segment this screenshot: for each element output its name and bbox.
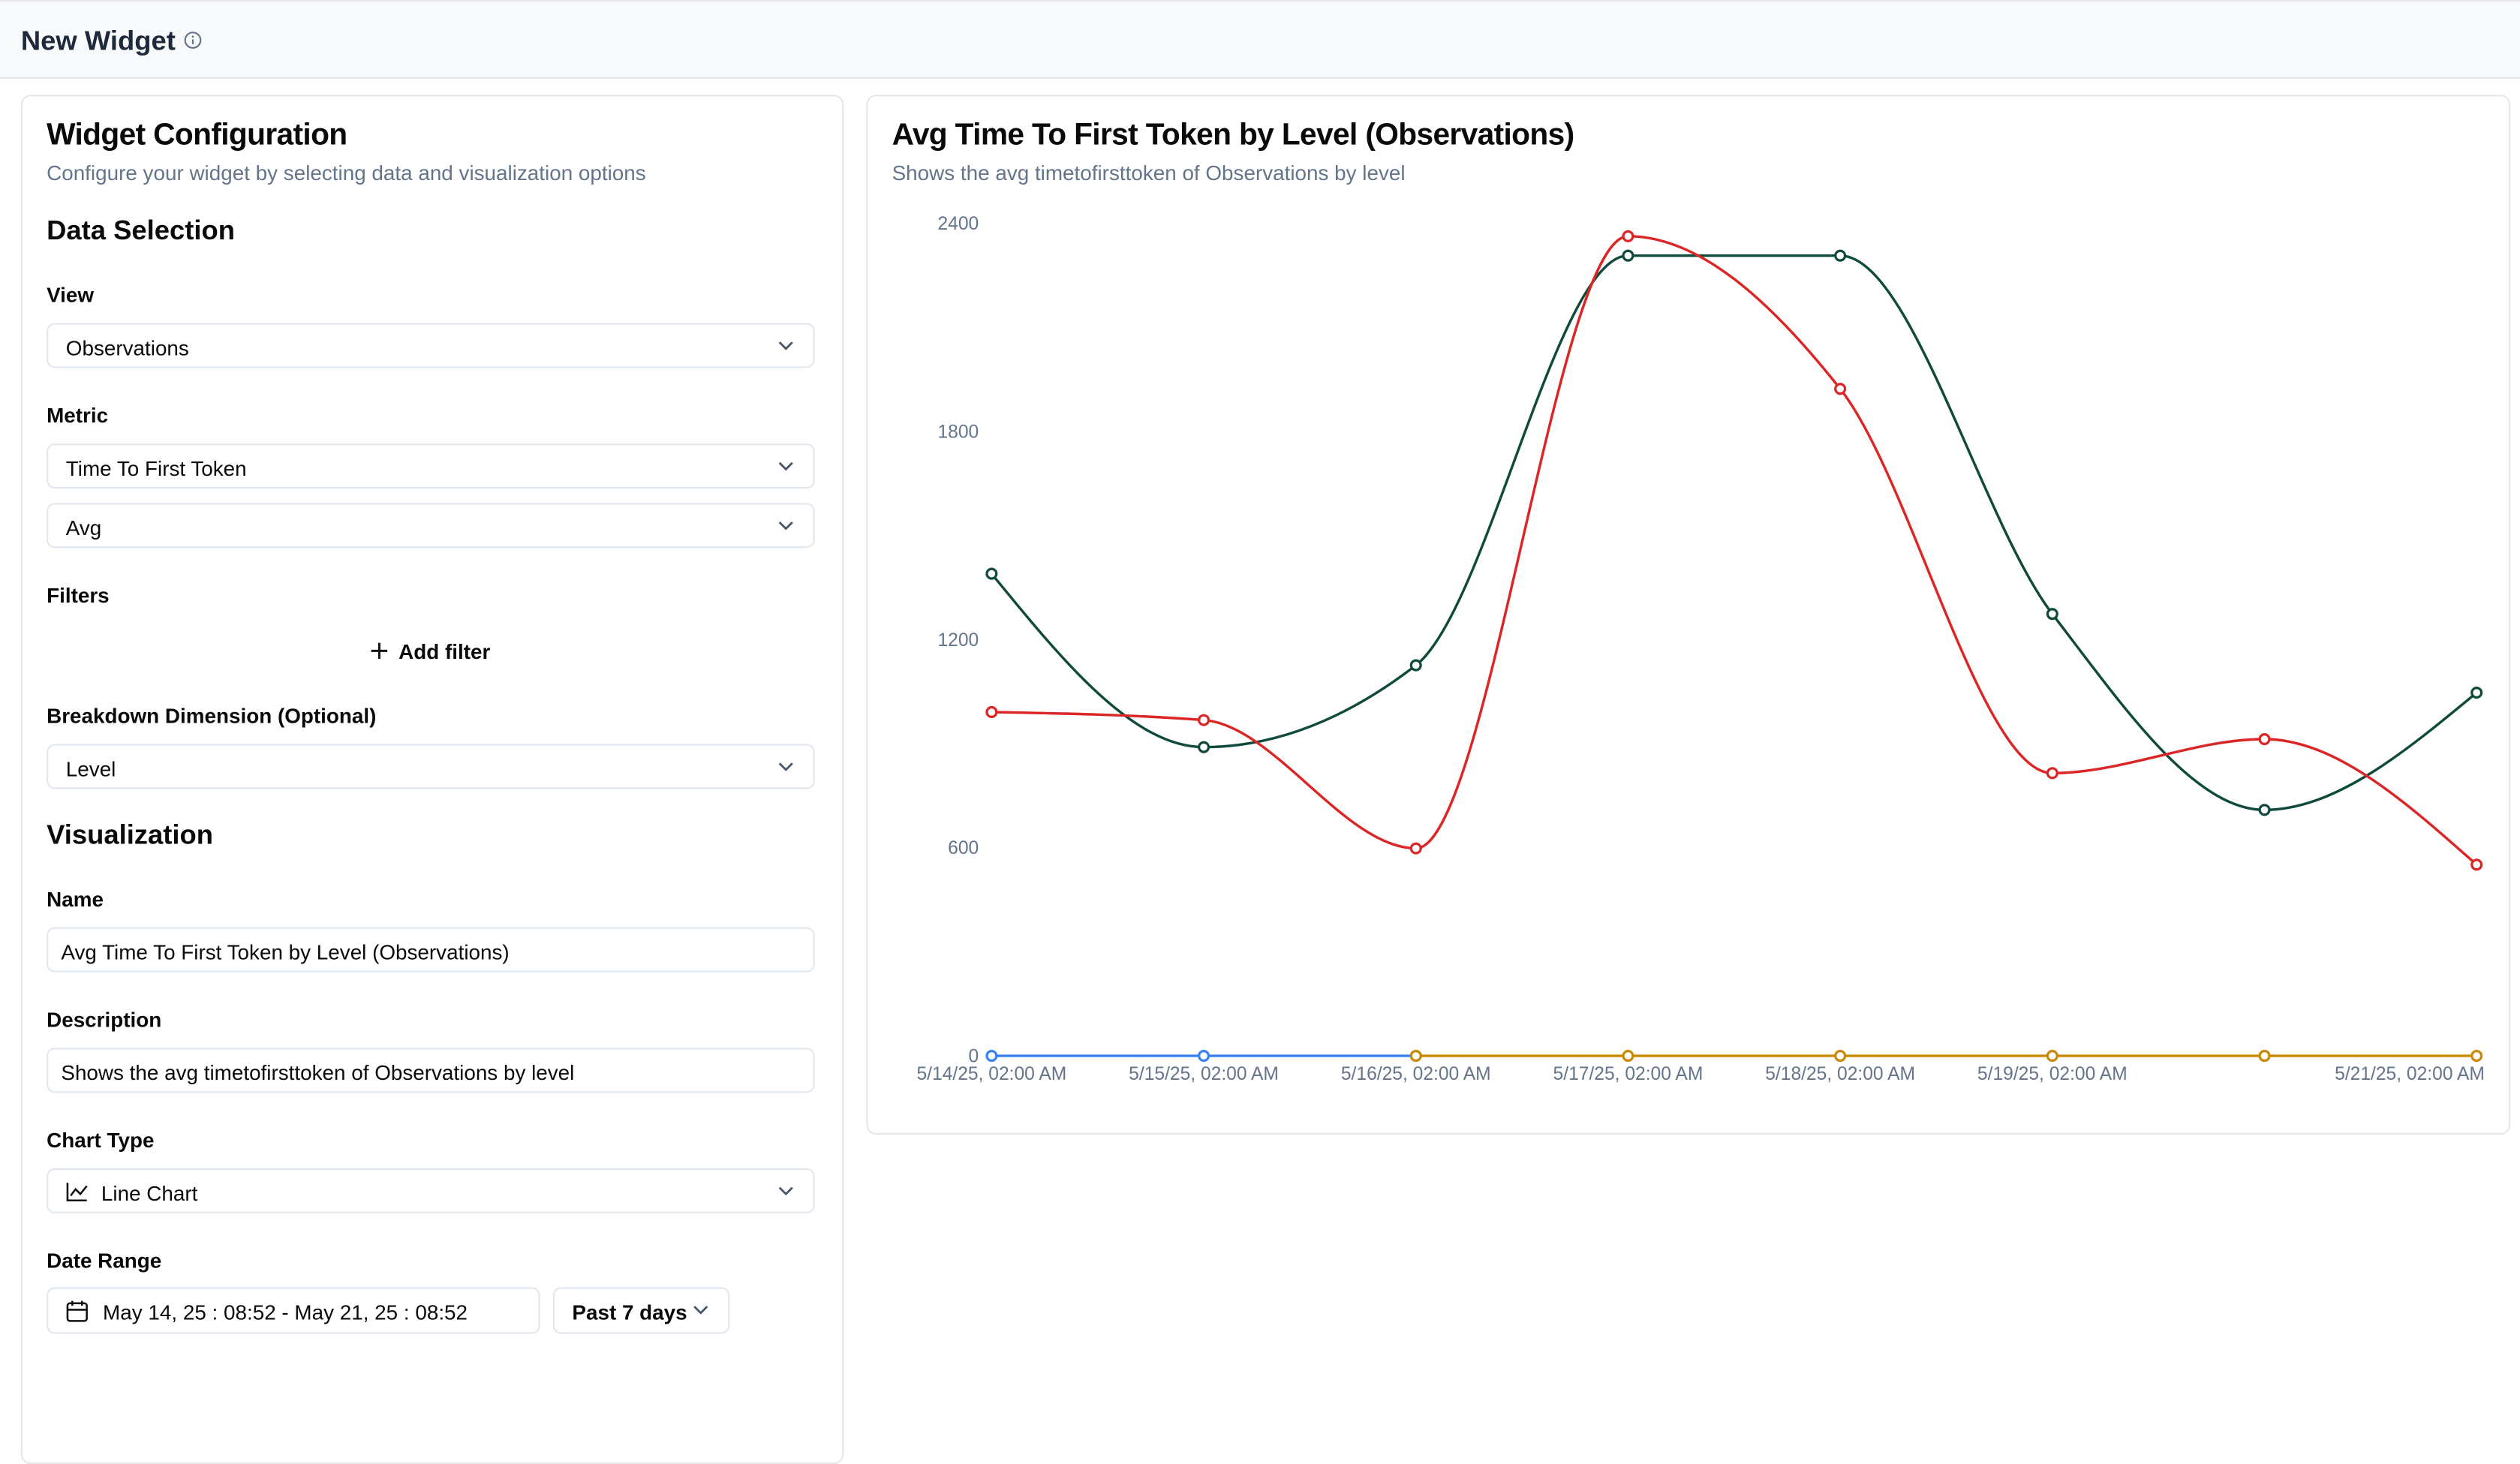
x-tick-label: 5/18/25, 02:00 AM xyxy=(1765,1064,1915,1084)
field-label: Name xyxy=(47,887,104,912)
chart-card: Avg Time To First Token by Level (Observ… xyxy=(866,95,2511,1135)
select[interactable]: Time To First Token xyxy=(47,443,815,489)
select-value: Observations xyxy=(65,335,189,360)
field-label: Metric xyxy=(47,403,109,428)
x-tick-label: 5/17/25, 02:00 AM xyxy=(1553,1064,1704,1084)
point xyxy=(1409,659,1422,672)
point xyxy=(1834,249,1847,262)
y-tick-label: 600 xyxy=(948,838,979,858)
panel-subtitle: Configure your widget by selecting data … xyxy=(47,161,646,185)
chart-subtitle: Shows the avg timetofirsttoken of Observ… xyxy=(892,161,1406,185)
header-bar: New Widget xyxy=(0,0,2520,79)
select[interactable]: Level xyxy=(47,744,815,789)
field-label: View xyxy=(47,282,95,308)
select-value: Time To First Token xyxy=(65,456,247,481)
y-tick-label: 1200 xyxy=(937,630,979,651)
select-value: Avg xyxy=(65,516,102,540)
button-label: Add filter xyxy=(398,639,491,664)
calendar-icon xyxy=(66,1300,88,1322)
info-icon[interactable] xyxy=(183,31,203,50)
x-tick-label: 5/15/25, 02:00 AM xyxy=(1129,1064,1279,1084)
point xyxy=(1198,714,1210,726)
date-picker[interactable]: May 14, 25 : 08:52 - May 21, 25 : 08:52 xyxy=(47,1287,540,1334)
preset-select[interactable]: Past 7 days xyxy=(552,1287,730,1334)
add-filter-button[interactable]: Add filter xyxy=(370,639,491,669)
point xyxy=(1409,1050,1422,1063)
section-title: Visualization xyxy=(47,819,213,850)
input-value: Shows the avg timetofirsttoken of Observ… xyxy=(61,1060,575,1085)
field-label: Description xyxy=(47,1007,162,1032)
chevron xyxy=(778,1186,793,1196)
page-title: New Widget xyxy=(20,26,176,56)
select-value: Line Chart xyxy=(101,1181,198,1206)
plus-icon xyxy=(371,642,388,660)
line xyxy=(991,254,2478,812)
point xyxy=(2470,687,2483,699)
x-tick-label: 5/16/25, 02:00 AM xyxy=(1341,1064,1491,1084)
input-value: Avg Time To First Token by Level (Observ… xyxy=(61,939,510,964)
chart-title: Avg Time To First Token by Level (Observ… xyxy=(892,119,1575,153)
field-label: Date Range xyxy=(47,1249,162,1273)
y-tick-label: 2400 xyxy=(937,214,979,234)
point xyxy=(2258,804,2271,816)
y-tick-label: 0 xyxy=(969,1047,979,1067)
point xyxy=(1198,741,1210,753)
text-input[interactable]: Shows the avg timetofirsttoken of Observ… xyxy=(47,1048,815,1093)
select[interactable]: Avg xyxy=(47,503,815,549)
x-tick-label: 5/14/25, 02:00 AM xyxy=(916,1064,1066,1084)
y-tick-label: 1800 xyxy=(937,422,979,443)
panel-title: Widget Configuration xyxy=(47,119,347,153)
section-title: Data Selection xyxy=(47,215,236,246)
date-value: May 14, 25 : 08:52 - May 21, 25 : 08:52 xyxy=(103,1300,468,1324)
select[interactable]: Observations xyxy=(47,323,815,368)
chevron xyxy=(693,1306,708,1315)
chevron xyxy=(778,341,793,350)
select[interactable]: Line Chart xyxy=(47,1168,815,1213)
point xyxy=(1409,842,1422,855)
chart: 0 600 1200 1800 2400 5/14/25, 02:00 AM 5/15/25… xyxy=(916,214,2485,1084)
text-input[interactable]: Avg Time To First Token by Level (Observ… xyxy=(47,927,815,972)
line xyxy=(991,235,2478,866)
point xyxy=(2046,608,2058,621)
point xyxy=(2046,1050,2058,1063)
chevron xyxy=(778,762,793,771)
point xyxy=(2470,1050,2483,1063)
field-label: Chart Type xyxy=(47,1128,155,1153)
chevron xyxy=(778,522,793,531)
field-label: Breakdown Dimension (Optional) xyxy=(47,704,377,729)
point xyxy=(1198,1050,1210,1063)
point xyxy=(985,1050,998,1063)
point xyxy=(985,705,998,718)
point xyxy=(1622,1050,1634,1063)
point xyxy=(2258,1050,2271,1063)
x-tick-label: 5/19/25, 02:00 AM xyxy=(1977,1064,2128,1084)
x-tick-label: 5/21/25, 02:00 AM xyxy=(2335,1064,2485,1084)
chevron xyxy=(778,461,793,471)
point xyxy=(1622,249,1634,262)
line-chart-icon xyxy=(66,1183,88,1202)
point xyxy=(1834,1050,1847,1063)
point xyxy=(1622,230,1634,242)
point xyxy=(985,567,998,580)
point xyxy=(2046,767,2058,780)
point xyxy=(2258,732,2271,746)
point xyxy=(2470,858,2483,871)
select-value: Level xyxy=(65,756,116,781)
point xyxy=(1834,383,1847,395)
select-value: Past 7 days xyxy=(572,1300,687,1324)
field-label: Filters xyxy=(47,583,110,608)
